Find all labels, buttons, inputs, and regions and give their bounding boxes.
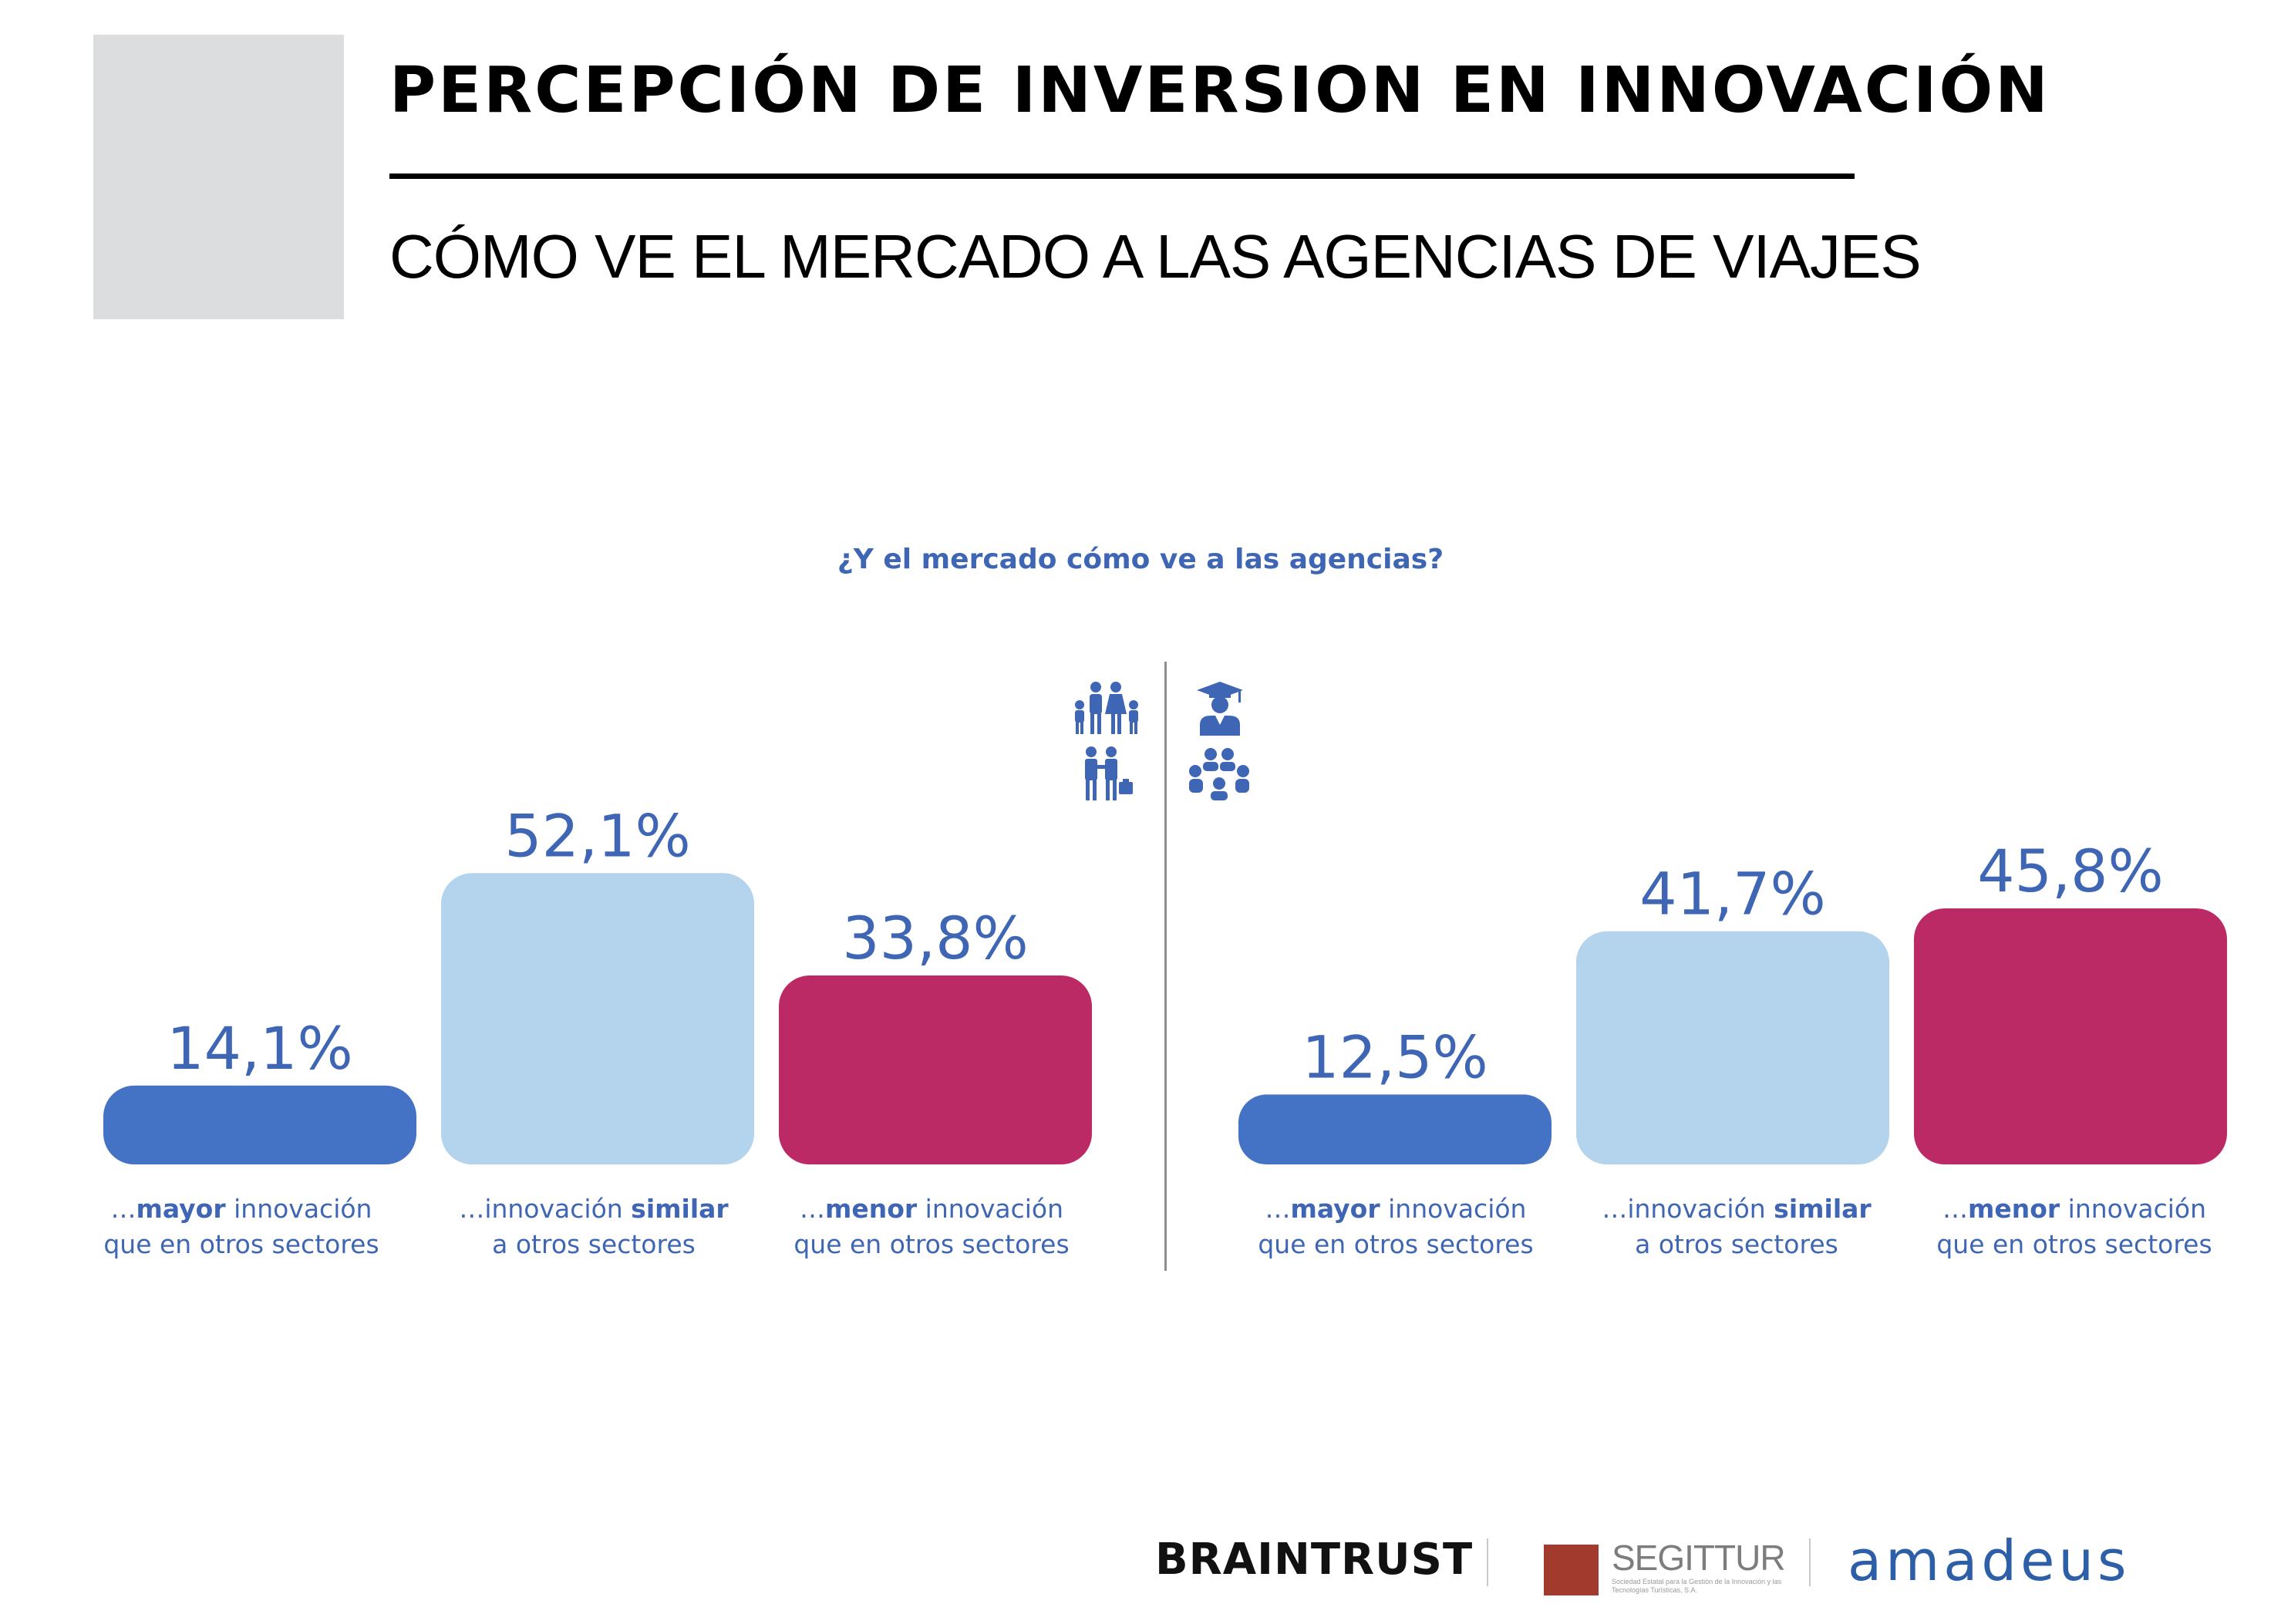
braintrust-logo: BRAINTRUST — [1155, 1535, 1474, 1585]
value-label-menor-right: 45,8% — [1977, 837, 2163, 905]
label-after: innovación — [917, 1194, 1064, 1224]
amadeus-logo: amadeus — [1848, 1528, 2131, 1593]
page-title: PERCEPCIÓN DE INVERSION EN INNOVACIÓN — [389, 54, 2050, 127]
label-prefix: … — [1265, 1194, 1291, 1224]
label-prefix: … — [799, 1194, 825, 1224]
label-bold: mayor — [136, 1194, 226, 1224]
category-label-mayor-right: …mayor innovación que en otros sectores — [1234, 1191, 1558, 1262]
graduate-icon — [1197, 682, 1243, 736]
label-prefix: …innovación — [459, 1194, 632, 1224]
family-icon — [1075, 682, 1138, 734]
category-label-similar-right: …innovación similar a otros sectores — [1575, 1191, 1899, 1262]
label-line2: que en otros sectores — [793, 1229, 1070, 1259]
label-bold: similar — [631, 1194, 729, 1224]
group-meeting-icon — [1189, 748, 1249, 800]
panel-divider — [1164, 662, 1167, 1271]
category-label-menor-left: …menor innovación que en otros sectores — [770, 1191, 1093, 1262]
category-label-similar-left: …innovación similar a otros sectores — [432, 1191, 756, 1262]
footer-separator — [1487, 1538, 1488, 1586]
segittur-logo: SEGITTUR — [1612, 1538, 1786, 1578]
label-prefix: … — [110, 1194, 136, 1224]
segittur-logo-mark — [1544, 1545, 1599, 1595]
label-line2: que en otros sectores — [1936, 1229, 2212, 1259]
value-label-mayor-left: 14,1% — [167, 1014, 352, 1083]
label-prefix: …innovación — [1602, 1194, 1774, 1224]
value-label-similar-left: 52,1% — [504, 801, 690, 870]
label-bold: menor — [1967, 1194, 2060, 1224]
bar-mayor-left — [103, 1085, 416, 1164]
label-line2: a otros sectores — [492, 1229, 696, 1259]
business-people-icon — [1085, 746, 1133, 800]
label-line2: que en otros sectores — [1258, 1229, 1534, 1259]
label-bold: menor — [824, 1194, 918, 1224]
header-gray-block — [93, 35, 344, 319]
label-after: innovación — [2060, 1194, 2207, 1224]
page-subtitle: CÓMO VE EL MERCADO A LAS AGENCIAS DE VIA… — [389, 222, 1922, 291]
label-bold: mayor — [1290, 1194, 1380, 1224]
bar-similar-left — [441, 873, 754, 1164]
title-divider — [389, 174, 1855, 179]
label-prefix: … — [1942, 1194, 1968, 1224]
value-label-mayor-right: 12,5% — [1302, 1023, 1488, 1091]
label-bold: similar — [1774, 1194, 1872, 1224]
segittur-tagline: Sociedad Estatal para la Gestión de la I… — [1612, 1578, 1782, 1594]
label-after: innovación — [1380, 1194, 1527, 1224]
category-label-mayor-left: …mayor innovación que en otros sectores — [79, 1191, 403, 1262]
category-label-menor-right: …menor innovación que en otros sectores — [1912, 1191, 2236, 1262]
label-line2: que en otros sectores — [103, 1229, 379, 1259]
bar-similar-right — [1576, 931, 1889, 1164]
bar-menor-right — [1914, 908, 2227, 1164]
label-after: innovación — [225, 1194, 372, 1224]
bar-mayor-right — [1238, 1094, 1552, 1164]
bar-menor-left — [779, 975, 1092, 1164]
chart-question: ¿Y el mercado cómo ve a las agencias? — [837, 544, 1444, 575]
label-line2: a otros sectores — [1635, 1229, 1838, 1259]
value-label-menor-left: 33,8% — [842, 904, 1028, 972]
value-label-similar-right: 41,7% — [1639, 860, 1825, 928]
footer-separator — [1809, 1538, 1811, 1586]
